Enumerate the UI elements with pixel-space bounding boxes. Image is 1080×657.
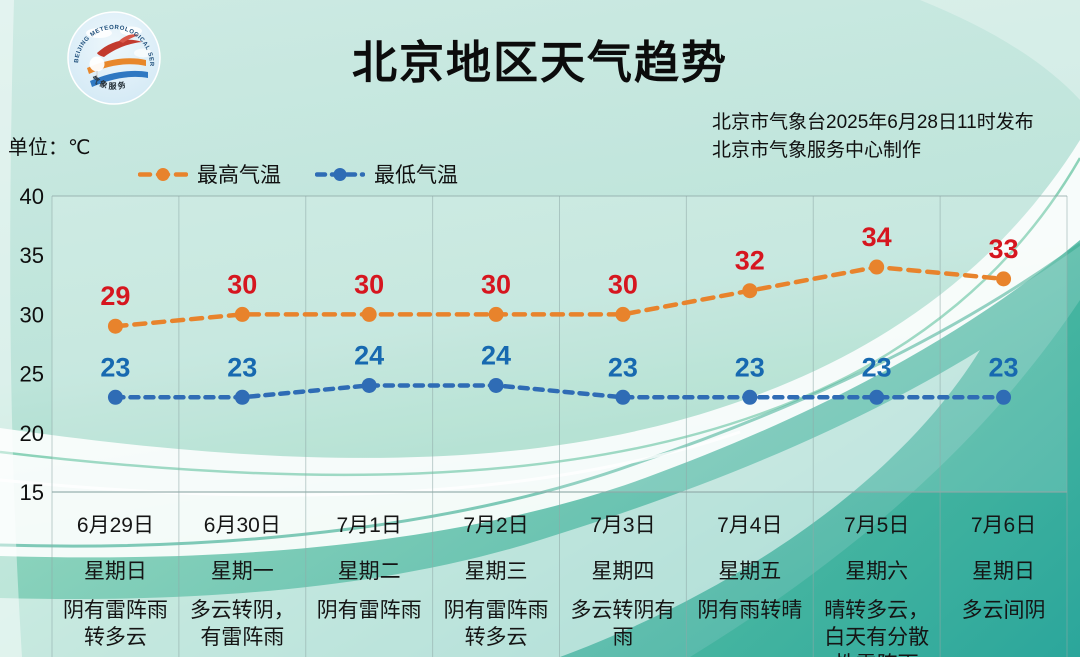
temp-value-label-high: 30	[227, 269, 257, 299]
temp-value-label-high: 29	[100, 281, 130, 311]
temp-value-label-high: 32	[735, 246, 765, 276]
data-point-high	[488, 306, 504, 322]
logo-blue-band	[90, 70, 148, 87]
beijing-meteorological-service-logo: BEIJING METEOROLOGICAL SERVICE 气象服务	[67, 11, 161, 105]
data-point-high	[361, 306, 377, 322]
forecast-date: 7月1日	[336, 514, 402, 537]
series-line-high	[113, 264, 1006, 329]
logo-red-bird-wing	[119, 34, 139, 43]
temp-value-label-low: 23	[100, 352, 130, 382]
y-axis-tick-label: 20	[20, 421, 44, 446]
forecast-weekday: 星期六	[845, 560, 909, 583]
forecast-column: 7月4日星期五阴有雨转晴	[686, 500, 813, 657]
legend-label-high: 最高气温	[197, 164, 281, 187]
forecast-weather: 阴有雷阵雨转多云	[62, 599, 168, 649]
temp-value-label-high: 30	[354, 269, 384, 299]
forecast-weather: 阴有雨转晴	[697, 599, 803, 622]
forecast-weather: 阴有雷阵雨转多云	[443, 599, 549, 649]
forecast-weekday: 星期一	[210, 560, 274, 583]
forecast-weekday: 星期日	[83, 560, 147, 583]
y-axis-tick-label: 25	[20, 362, 44, 387]
forecast-weekday: 星期三	[464, 560, 528, 583]
forecast-weekday: 星期五	[718, 560, 782, 583]
issue-info: 北京市气象台2025年6月28日11时发布 北京市气象服务中心制作	[712, 109, 1034, 164]
legend-label-low: 最低气温	[374, 164, 458, 187]
forecast-date: 7月4日	[717, 514, 783, 537]
data-point-low	[742, 389, 758, 405]
temp-value-label-high: 30	[608, 269, 638, 299]
data-point-high	[107, 318, 123, 334]
forecast-date: 7月3日	[590, 514, 656, 537]
forecast-date: 7月5日	[844, 514, 910, 537]
y-axis-tick-label: 30	[20, 302, 44, 327]
temp-value-label-low: 24	[481, 340, 511, 370]
data-point-high	[869, 259, 885, 275]
page-title: 北京地区天气趋势	[351, 37, 728, 88]
forecast-weekday: 星期二	[337, 560, 401, 583]
forecast-weather: 晴转多云，白天有分散性雷阵雨	[824, 599, 930, 657]
low-temp-line-marker-icon	[315, 167, 365, 181]
temp-value-label-low: 23	[735, 352, 765, 382]
forecast-weather: 多云转阴，有雷阵雨	[189, 599, 295, 649]
forecast-column: 7月2日星期三阴有雷阵雨转多云	[433, 500, 560, 657]
temp-value-label-high: 33	[989, 234, 1019, 264]
series-line-low	[113, 383, 1006, 400]
temp-value-label-low: 23	[862, 352, 892, 382]
issue-line-2: 北京市气象服务中心制作	[712, 139, 922, 161]
logo-red-bird	[97, 39, 142, 57]
high-temp-line-marker-icon	[138, 167, 188, 181]
data-point-high	[615, 306, 631, 322]
temp-value-label-high: 34	[862, 222, 892, 252]
data-point-high	[996, 271, 1012, 287]
forecast-weather: 多云间阴	[961, 599, 1046, 622]
forecast-weekday: 星期四	[591, 560, 655, 583]
y-axis-tick-label: 15	[20, 480, 44, 505]
forecast-column: 7月3日星期四多云转阴有雨	[560, 500, 687, 657]
temp-value-label-low: 23	[227, 352, 257, 382]
data-point-low	[488, 377, 504, 393]
temp-value-label-low: 24	[354, 340, 384, 370]
forecast-date: 7月6日	[970, 514, 1037, 537]
forecast-date: 7月2日	[463, 514, 529, 537]
unit-label: 单位：℃	[8, 137, 91, 159]
data-point-low	[234, 389, 250, 405]
logo-balloon	[89, 56, 105, 72]
temp-value-label-high: 30	[481, 269, 511, 299]
data-point-low	[107, 389, 123, 405]
forecast-weather: 多云转阴有雨	[570, 599, 676, 649]
issue-line-1: 北京市气象台2025年6月28日11时发布	[712, 112, 1034, 133]
forecast-column: 6月29日星期日阴有雷阵雨转多云	[52, 500, 179, 657]
temp-value-label-low: 23	[989, 352, 1019, 382]
chart-legend: 最高气温 最低气温	[138, 159, 458, 189]
legend-item-low: 最低气温	[315, 159, 458, 189]
y-axis-tick-label: 40	[20, 184, 44, 209]
legend-item-high: 最高气温	[138, 159, 281, 189]
forecast-column: 7月1日星期二阴有雷阵雨	[306, 500, 433, 657]
data-point-low	[869, 389, 885, 405]
forecast-date: 6月30日	[203, 514, 281, 537]
temp-value-label-low: 23	[608, 352, 638, 382]
data-point-low	[996, 389, 1012, 405]
data-point-high	[234, 306, 250, 322]
data-point-high	[742, 283, 758, 299]
logo-orange-band	[87, 58, 146, 74]
data-point-low	[615, 389, 631, 405]
forecast-weather: 阴有雷阵雨	[316, 599, 422, 622]
data-point-low	[361, 377, 377, 393]
y-axis-tick-label: 35	[20, 243, 44, 268]
forecast-date: 6月29日	[76, 514, 154, 537]
forecast-weekday: 星期日	[972, 560, 1036, 583]
forecast-column: 7月6日星期日多云间阴	[940, 500, 1067, 657]
forecast-column: 6月30日星期一多云转阴，有雷阵雨	[179, 500, 306, 657]
